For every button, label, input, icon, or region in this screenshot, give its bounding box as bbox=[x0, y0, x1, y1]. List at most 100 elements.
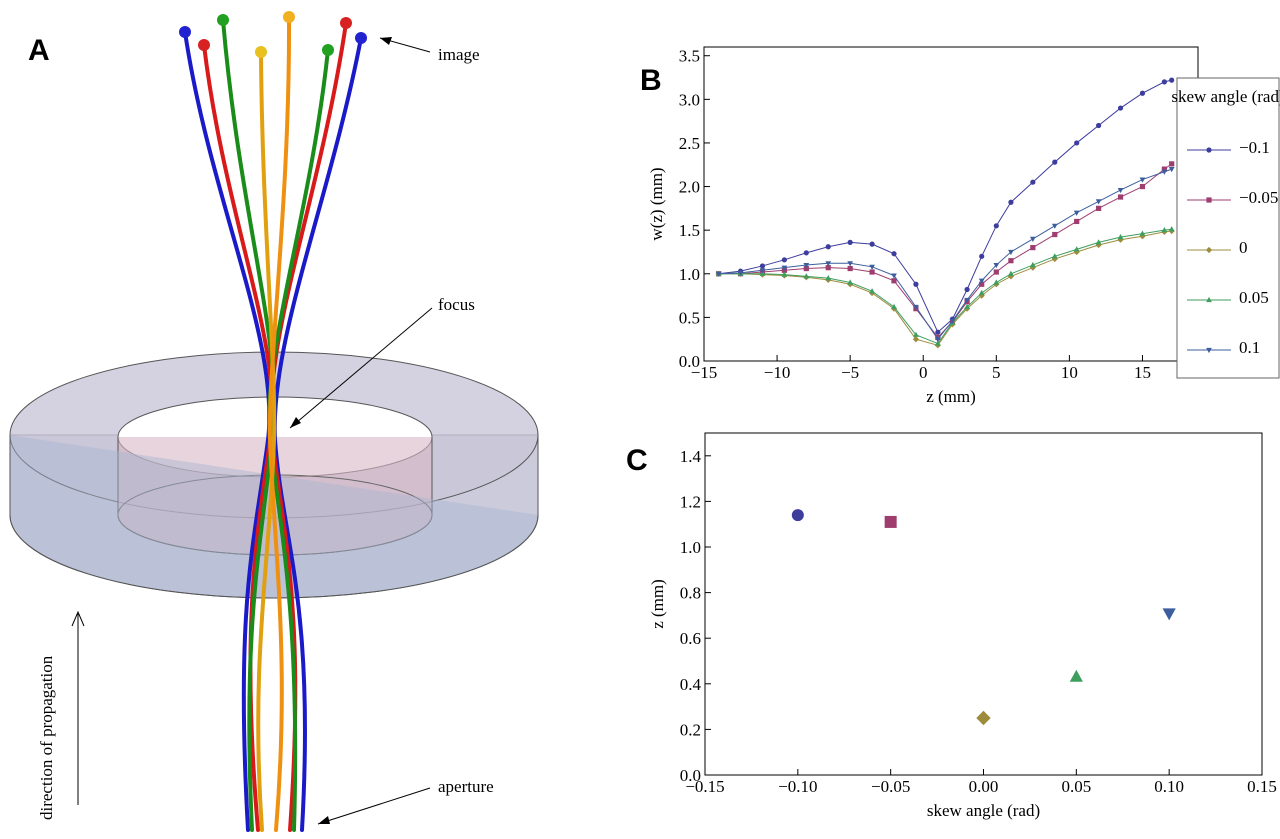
x-tick-label: −0.05 bbox=[871, 777, 910, 796]
marker bbox=[934, 337, 941, 343]
marker bbox=[1117, 194, 1124, 200]
marker bbox=[1096, 122, 1102, 129]
marker bbox=[1073, 210, 1080, 216]
x-tick-label: −10 bbox=[764, 363, 791, 382]
plot-frame bbox=[703, 46, 1199, 362]
y-tick-label: 0.2 bbox=[680, 720, 701, 739]
marker bbox=[1095, 239, 1102, 245]
marker bbox=[976, 710, 991, 726]
marker bbox=[825, 275, 832, 281]
y-tick-label: 1.2 bbox=[680, 492, 701, 511]
y-tick-label: 2.0 bbox=[679, 178, 700, 197]
y-tick-label: 0.4 bbox=[680, 675, 702, 694]
arrowhead bbox=[290, 417, 301, 428]
marker bbox=[935, 329, 941, 335]
marker bbox=[1008, 249, 1014, 256]
panel-a: A image focus bbox=[9, 11, 539, 832]
marker bbox=[759, 263, 766, 269]
arrow bbox=[317, 787, 431, 825]
marker bbox=[1139, 230, 1146, 236]
y-tick-label: 0.8 bbox=[680, 584, 701, 603]
beam-end bbox=[255, 46, 267, 58]
marker bbox=[1117, 234, 1124, 240]
series-line bbox=[718, 230, 1172, 346]
marker bbox=[1074, 218, 1080, 225]
beam-end bbox=[355, 32, 367, 44]
legend-label: 0.05 bbox=[1239, 288, 1269, 307]
series-line bbox=[718, 163, 1172, 339]
marker bbox=[884, 515, 897, 528]
legend-marker bbox=[1205, 246, 1213, 254]
x-tick-label: 5 bbox=[992, 363, 1001, 382]
y-tick-label: 0.0 bbox=[680, 766, 701, 785]
marker bbox=[847, 239, 853, 245]
annotation: aperture bbox=[438, 777, 494, 796]
y-axis-label: w(z) (mm) bbox=[647, 167, 666, 240]
marker bbox=[934, 340, 941, 346]
marker bbox=[978, 278, 985, 284]
arrowhead bbox=[380, 37, 392, 45]
marker bbox=[891, 278, 897, 284]
marker bbox=[781, 265, 788, 271]
marker bbox=[869, 241, 875, 247]
x-tick-label: 0.00 bbox=[969, 777, 999, 796]
marker bbox=[1168, 226, 1175, 232]
arrowhead bbox=[71, 610, 85, 627]
x-tick-label: 15 bbox=[1134, 363, 1151, 382]
y-tick-label: 3.0 bbox=[679, 90, 700, 109]
marker bbox=[912, 336, 920, 343]
marker bbox=[737, 270, 744, 277]
marker bbox=[1029, 261, 1036, 268]
y-axis-label: z (mm) bbox=[648, 579, 667, 629]
marker bbox=[1117, 105, 1124, 111]
beam bbox=[256, 50, 277, 832]
marker bbox=[993, 262, 1000, 269]
panel-label: C bbox=[626, 444, 648, 477]
marker bbox=[1161, 166, 1167, 172]
legend-marker bbox=[1206, 347, 1212, 354]
marker bbox=[1051, 223, 1058, 229]
x-tick-label: 0.10 bbox=[1154, 777, 1184, 796]
marker bbox=[1139, 183, 1146, 190]
legend-marker bbox=[1206, 197, 1212, 203]
legend-title: skew angle (rad) bbox=[1171, 87, 1280, 106]
marker bbox=[979, 253, 985, 259]
x-tick-label: −0.10 bbox=[778, 777, 817, 796]
marker bbox=[1008, 270, 1014, 276]
y-tick-label: 2.5 bbox=[679, 134, 700, 153]
marker bbox=[891, 303, 897, 310]
panel-label: B bbox=[640, 64, 662, 97]
legend-label: −0.05 bbox=[1239, 188, 1278, 207]
marker bbox=[913, 331, 919, 337]
marker bbox=[791, 509, 804, 522]
marker bbox=[913, 304, 919, 311]
marker bbox=[803, 250, 809, 256]
y-tick-label: 3.5 bbox=[679, 47, 700, 66]
legend-label: 0.1 bbox=[1239, 338, 1260, 357]
x-tick-label: 0.15 bbox=[1247, 777, 1277, 796]
legend-marker bbox=[1206, 296, 1212, 303]
series-line bbox=[718, 168, 1172, 341]
x-axis-label: skew angle (rad) bbox=[927, 801, 1040, 820]
marker bbox=[1030, 179, 1036, 185]
y-tick-label: 0.5 bbox=[679, 308, 700, 327]
arrow bbox=[289, 307, 433, 429]
beam-end bbox=[217, 14, 229, 26]
marker bbox=[1051, 253, 1058, 259]
marker bbox=[1029, 264, 1036, 271]
marker bbox=[1029, 236, 1036, 243]
y-tick-label: 0.6 bbox=[680, 629, 701, 648]
marker bbox=[913, 281, 919, 287]
x-axis-label: z (mm) bbox=[926, 387, 976, 406]
marker bbox=[964, 297, 970, 304]
x-tick-label: 10 bbox=[1061, 363, 1078, 382]
marker bbox=[869, 288, 875, 294]
marker bbox=[1052, 159, 1058, 165]
marker bbox=[1073, 246, 1080, 252]
marker bbox=[1008, 258, 1014, 264]
y-tick-label: 1.0 bbox=[680, 538, 701, 557]
x-tick-label: −15 bbox=[691, 363, 718, 382]
annotation: focus bbox=[438, 295, 475, 314]
series-line bbox=[718, 79, 1172, 334]
